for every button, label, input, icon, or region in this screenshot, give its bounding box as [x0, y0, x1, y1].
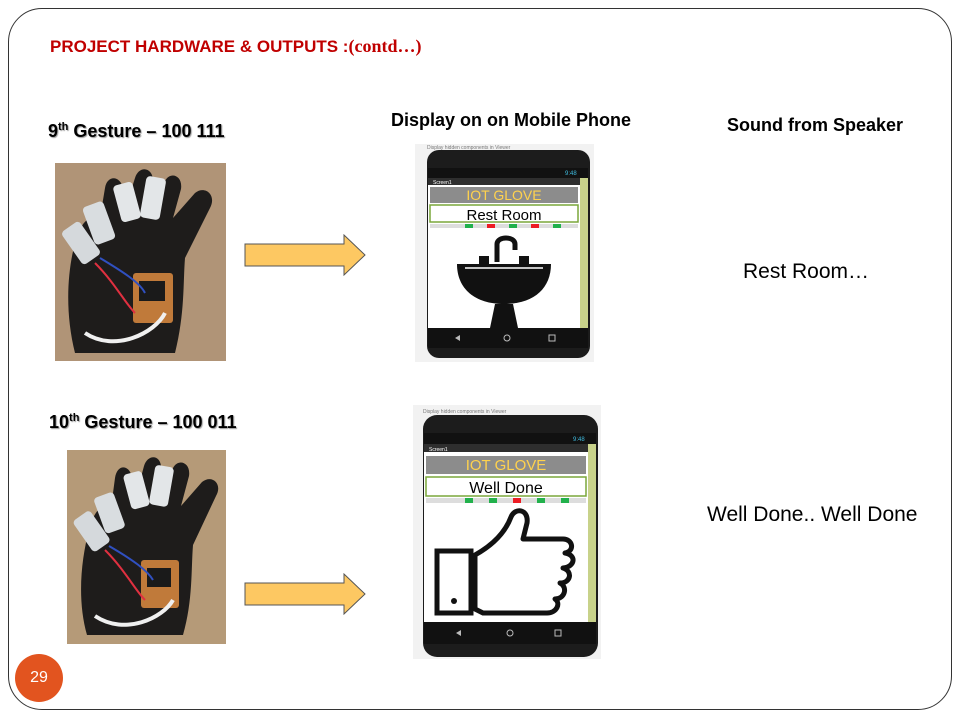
glove-photo-10 [67, 450, 226, 644]
arrow-right-icon [244, 234, 366, 276]
app-message: Well Done [469, 480, 543, 497]
app-title: IOT GLOVE [466, 457, 547, 474]
thumbs-up-icon [434, 508, 576, 616]
phone-hint: Display hidden components in Viewer [423, 409, 507, 415]
glove-photo-9 [55, 163, 226, 361]
glove-image [55, 163, 226, 361]
phone-screen-name: Screen1 [429, 447, 448, 453]
sound-text-9: Rest Room… [743, 260, 870, 283]
gesture-suffix: th [69, 412, 80, 424]
app-title: IOT GLOVE [466, 187, 541, 203]
slide-frame [8, 8, 952, 710]
sound-column-heading: Sound from Speaker [727, 115, 904, 135]
gesture-10-label: 10th Gesture – 100 011 [49, 412, 237, 433]
phone-time: 9:48 [573, 437, 585, 443]
gesture-number: 10 [49, 412, 70, 432]
page-number-badge: 29 [15, 654, 63, 702]
display-column-heading: Display on on Mobile Phone [391, 110, 632, 130]
sink-icon [457, 235, 551, 328]
gesture-code: Gesture – 100 011 [79, 412, 237, 432]
phone-screenshot-9: Display hidden components in Viewer 9:48… [415, 144, 594, 362]
phone-hint: Display hidden components in Viewer [427, 145, 511, 151]
gesture-number: 9 [48, 121, 59, 141]
slide-title: PROJECT HARDWARE & OUTPUTS :(contd…) [50, 36, 421, 57]
phone-mockup: Display hidden components in Viewer 9:48… [427, 145, 590, 358]
glove-image [67, 450, 226, 644]
title-contd: (contd…) [348, 36, 422, 56]
phone-mockup: Display hidden components in Viewer 9:48… [423, 409, 598, 657]
phone-screenshot-10: Display hidden components in Viewer 9:48… [413, 405, 601, 659]
sound-text-10: Well Done.. Well Done [707, 503, 918, 526]
phone-time: 9:48 [565, 171, 577, 177]
gesture-suffix: th [58, 121, 69, 133]
gesture-9-label: 9th Gesture – 100 111 [48, 121, 225, 142]
title-main: PROJECT HARDWARE & OUTPUTS : [50, 37, 349, 56]
arrow-right-icon [244, 573, 366, 615]
app-message: Rest Room [466, 207, 541, 224]
gesture-code: Gesture – 100 111 [68, 121, 225, 141]
phone-screen-name: Screen1 [433, 180, 452, 186]
